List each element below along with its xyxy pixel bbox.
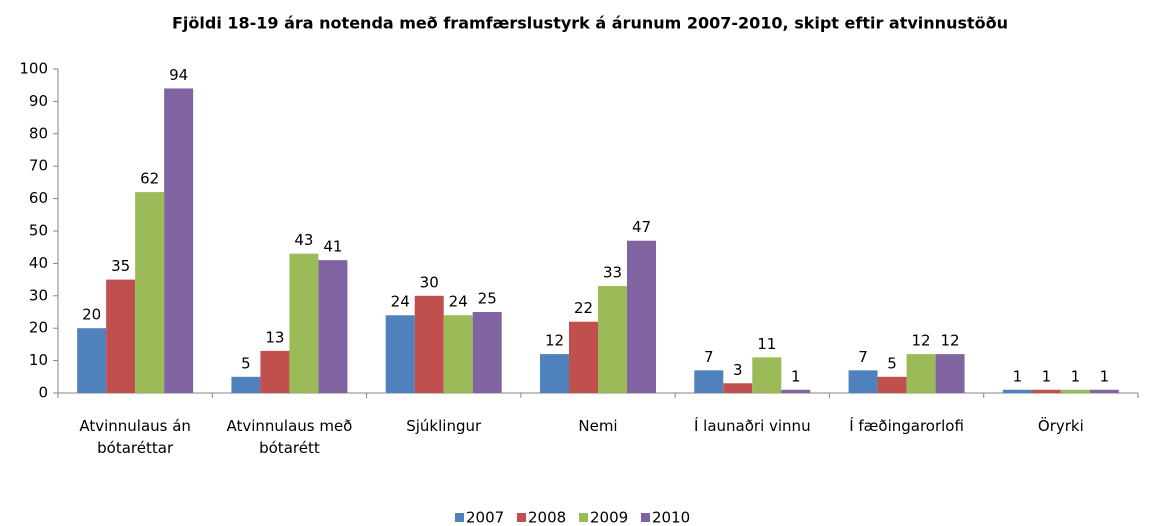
data-label: 12 [941,332,960,350]
bar [77,328,107,393]
y-tick-label: 10 [29,351,48,369]
data-label: 7 [704,348,714,366]
bar [414,295,444,393]
data-label: 62 [140,170,159,188]
bar [877,376,907,393]
bar [752,357,782,393]
x-tick-label: Atvinnulaus án bótaréttar [79,417,191,457]
data-label: 94 [169,66,188,84]
data-label: 1 [1100,367,1110,385]
bar [443,315,473,393]
data-label: 43 [294,231,313,249]
bar [260,350,290,393]
legend-label: 2008 [528,509,566,526]
data-label: 33 [603,264,622,282]
data-label: 5 [887,354,897,372]
legend-swatch [579,513,588,522]
bar [1031,389,1061,393]
x-tick-label: Í fæðingarorlofi [849,417,964,435]
data-label: 35 [111,257,130,275]
bar [231,376,261,393]
bar [540,354,569,393]
data-label: 1 [791,367,801,385]
legend-swatch [455,513,464,522]
bar [569,321,598,393]
x-tick-label: Nemi [578,417,618,435]
data-label: 1 [1071,367,1081,385]
x-tick-label: Sjúklingur [406,417,482,435]
bar [848,370,878,393]
bar [164,88,194,393]
data-label: 41 [323,238,342,256]
x-tick-label: Atvinnulaus með bótarétt [226,417,353,457]
bar [318,260,348,393]
legend-swatch [641,513,650,522]
bar [1060,389,1090,393]
data-label: 24 [449,293,468,311]
data-label: 12 [912,332,931,350]
y-tick-label: 60 [29,189,48,207]
chart-title: Fjöldi 18-19 ára notenda með framfærslus… [172,14,1008,33]
data-label: 30 [420,273,439,291]
bar [935,354,965,393]
data-label: 11 [757,335,776,353]
bar [385,315,415,393]
x-tick-label: Öryrki [1037,417,1084,435]
data-label: 20 [82,306,101,324]
data-label: 3 [733,361,743,379]
legend-label: 2010 [652,509,690,526]
y-tick-label: 50 [29,222,48,240]
bar [723,383,753,393]
bar [906,354,936,393]
y-tick-label: 30 [29,286,48,304]
y-tick-label: 80 [29,124,48,142]
legend-swatch [517,513,526,522]
x-tick-label: Í launaðri vinnu [693,417,811,435]
data-label: 1 [1013,367,1023,385]
bar [627,240,656,393]
bar [472,312,502,393]
data-label: 22 [574,299,593,317]
bar [135,192,165,393]
data-label: 13 [265,328,284,346]
data-label: 7 [858,348,868,366]
data-label: 12 [545,332,564,350]
bar [289,253,319,393]
data-label: 25 [478,290,497,308]
data-label: 5 [241,354,251,372]
bar [106,279,136,393]
bar [1002,389,1032,393]
data-label: 1 [1042,367,1052,385]
data-label: 47 [632,218,651,236]
bar [1089,389,1119,393]
legend-label: 2007 [466,509,504,526]
y-tick-label: 0 [38,384,48,402]
bar [694,370,724,393]
bar [781,389,811,393]
y-tick-label: 90 [29,92,48,110]
y-tick-label: 20 [29,319,48,337]
legend-label: 2009 [590,509,628,526]
y-tick-label: 100 [19,60,48,78]
y-tick-label: 70 [29,157,48,175]
data-label: 24 [391,293,410,311]
bar [598,286,627,393]
y-tick-label: 40 [29,254,48,272]
